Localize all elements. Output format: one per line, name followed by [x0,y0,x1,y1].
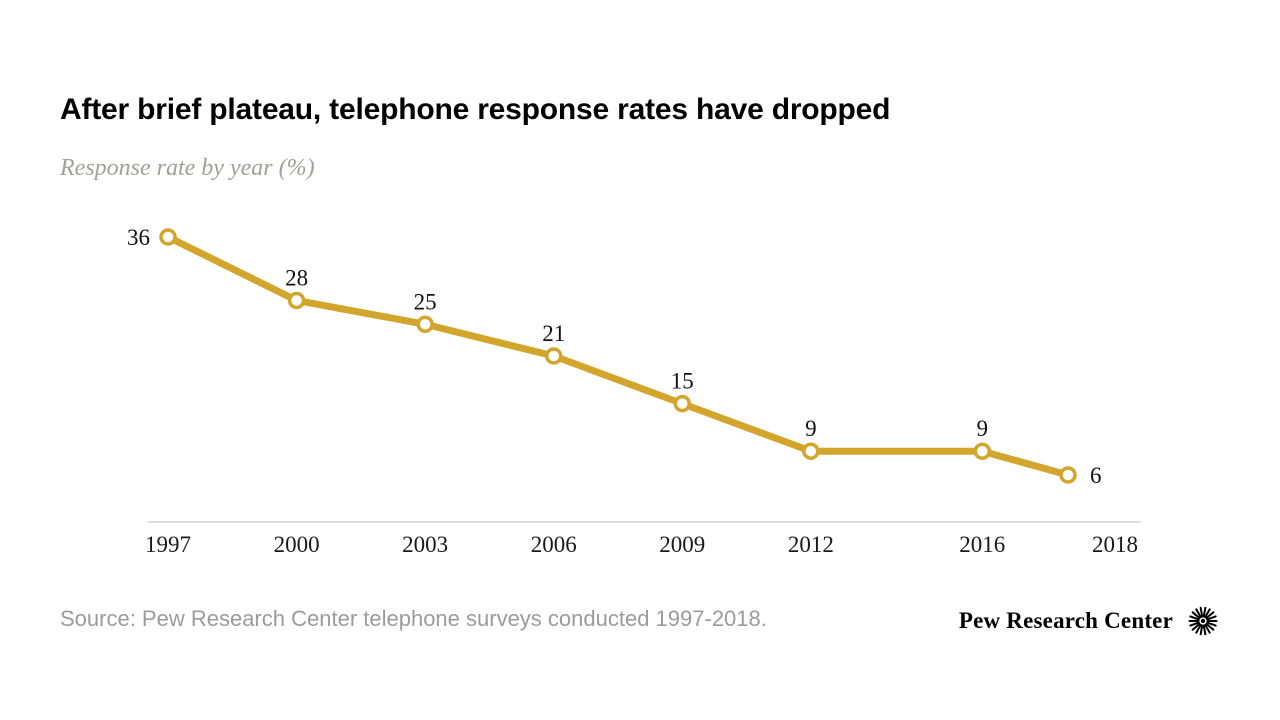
x-tick-label: 1997 [145,532,191,557]
value-label: 15 [671,369,694,394]
value-label: 25 [414,289,437,314]
pew-logo-text: Pew Research Center [958,608,1173,633]
x-tick-label: 2003 [402,532,448,557]
value-label: 9 [805,416,817,441]
value-label: 28 [285,265,308,290]
x-tick-label: 2000 [274,532,320,557]
pew-logo: Pew Research Center [959,601,1220,641]
pew-starburst-icon [1188,606,1218,636]
value-label: 21 [542,321,565,346]
value-label: 6 [1090,463,1102,488]
x-tick-label: 2018 [1092,532,1138,557]
x-tick-label: 2006 [531,532,577,557]
page-title: After brief plateau, telephone response … [60,93,891,126]
x-tick-label: 2012 [788,532,834,557]
value-label: 36 [127,225,150,250]
source-note: Source: Pew Research Center telephone su… [60,606,767,631]
x-tick-label: 2016 [959,532,1005,557]
chart-subtitle: Response rate by year (%) [60,155,315,181]
value-label: 9 [977,416,989,441]
x-tick-label: 2009 [659,532,705,557]
